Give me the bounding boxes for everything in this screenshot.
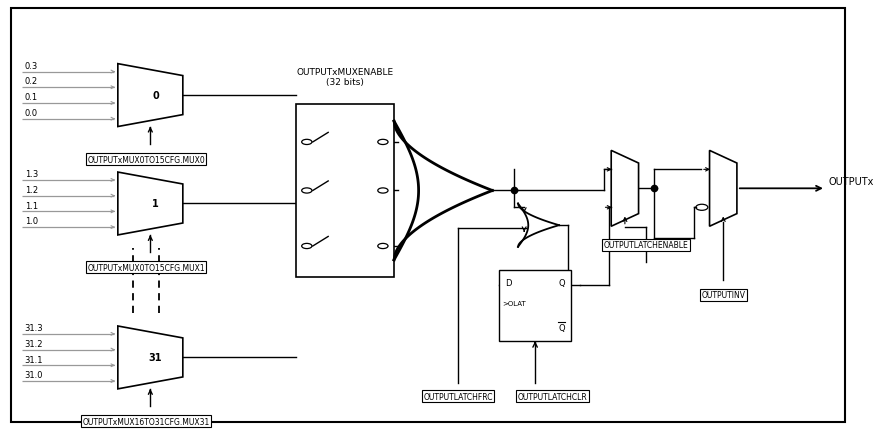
Polygon shape [394, 122, 492, 260]
Text: 31.2: 31.2 [25, 339, 43, 348]
Text: 0.1: 0.1 [25, 93, 38, 102]
Text: 31.1: 31.1 [25, 355, 43, 364]
Text: OUTPUTxMUXENABLE
(32 bits): OUTPUTxMUXENABLE (32 bits) [297, 68, 393, 87]
Text: OUTPUTx: OUTPUTx [828, 177, 874, 187]
Text: 1.0: 1.0 [25, 217, 38, 226]
Text: OUTPUTLATCHCLR: OUTPUTLATCHCLR [517, 392, 587, 401]
Text: 31.0: 31.0 [25, 370, 43, 379]
Polygon shape [518, 204, 559, 247]
Text: 1.2: 1.2 [25, 185, 38, 194]
Text: Q: Q [559, 279, 566, 288]
Text: >OLAT: >OLAT [502, 300, 526, 306]
Text: 0: 0 [152, 91, 158, 101]
Text: 31.3: 31.3 [25, 323, 43, 332]
Text: OUTPUTINV: OUTPUTINV [701, 290, 745, 299]
Text: OUTPUTLATCHFRC: OUTPUTLATCHFRC [423, 392, 493, 401]
Bar [296, 105, 394, 278]
Text: D: D [505, 279, 511, 288]
Text: OUTPUTLATCHENABLE: OUTPUTLATCHENABLE [604, 240, 689, 250]
Text: 1.3: 1.3 [25, 170, 38, 179]
Text: OUTPUTxMUX0TO15CFG.MUX1: OUTPUTxMUX0TO15CFG.MUX1 [87, 263, 205, 272]
Text: OUTPUTxMUX16TO31CFG.MUX31: OUTPUTxMUX16TO31CFG.MUX31 [83, 417, 209, 426]
Text: 1.1: 1.1 [25, 201, 38, 210]
Text: 0.3: 0.3 [25, 62, 38, 71]
Text: OUTPUTxMUX0TO15CFG.MUX0: OUTPUTxMUX0TO15CFG.MUX0 [87, 155, 205, 164]
Text: 0.2: 0.2 [25, 77, 38, 86]
Text: 31: 31 [149, 352, 162, 362]
Text: 0.0: 0.0 [25, 108, 38, 118]
Text: Q: Q [559, 324, 566, 333]
Text: 1: 1 [152, 199, 158, 209]
Bar [499, 270, 571, 342]
